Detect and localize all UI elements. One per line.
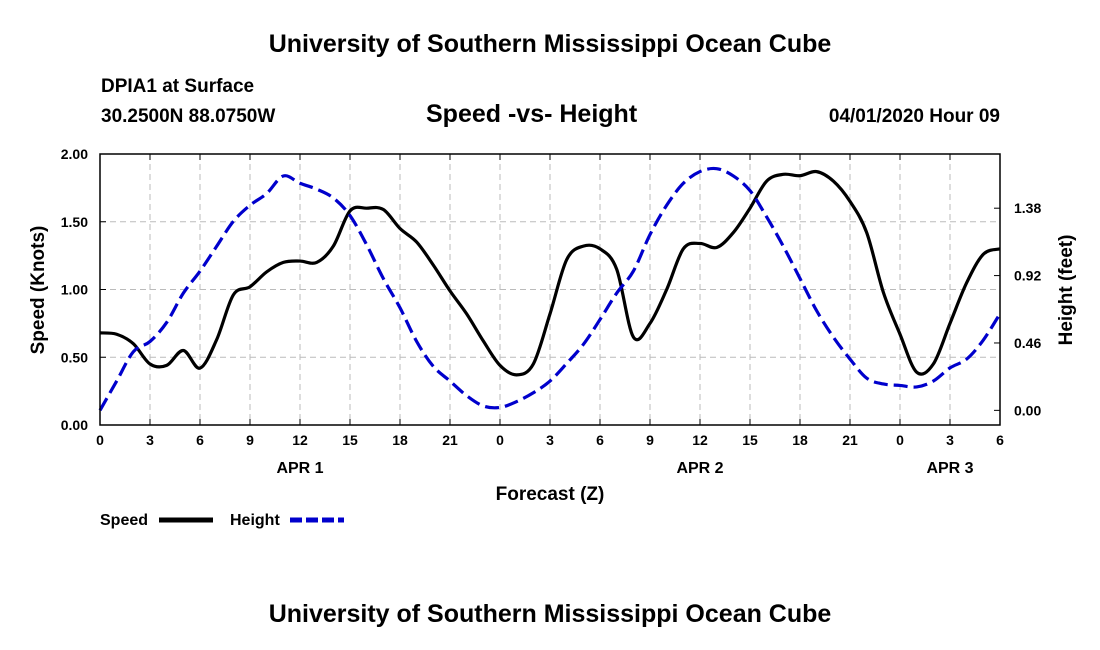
y-tick-label: 0.00	[61, 417, 88, 433]
x-tick-label: 0	[896, 432, 904, 448]
legend: Speed Height	[100, 512, 344, 529]
x-tick-label: 9	[246, 432, 254, 448]
x-tick-label: 0	[96, 432, 104, 448]
speed-series-line	[99, 169, 1001, 377]
y2-tick-label: 0.46	[1014, 335, 1041, 351]
x-tick-label: 21	[842, 432, 858, 448]
y-tick-label: 1.00	[61, 282, 88, 298]
y2-tick-label: 0.00	[1014, 402, 1041, 418]
day-label: APR 3	[926, 460, 973, 477]
coordinates-label: 30.2500N 88.0750W	[101, 106, 276, 127]
x-tick-label: 3	[546, 432, 554, 448]
x-tick-label: 12	[692, 432, 708, 448]
top-title: University of Southern Mississippi Ocean…	[268, 30, 832, 58]
x-tick-label: 18	[792, 432, 808, 448]
axes: 0 3 6 9 12 15 18 21 0 3 6 9 12 15 18 21 0 3 6 0.00 0.50 1.00 1…	[61, 146, 1042, 477]
series-lines	[98, 166, 1002, 412]
legend-height-label: Height	[230, 512, 280, 529]
height-series-line	[98, 166, 1002, 412]
legend-speed-label: Speed	[100, 512, 148, 529]
y-tick-label: 2.00	[61, 146, 88, 162]
y-tick-label: 0.50	[61, 349, 88, 365]
x-tick-label: 6	[596, 432, 604, 448]
x-tick-label: 15	[742, 432, 758, 448]
x-tick-label: 3	[146, 432, 154, 448]
x-tick-label: 15	[342, 432, 358, 448]
day-label: APR 2	[676, 460, 723, 477]
bottom-title: University of Southern Mississippi Ocean…	[268, 600, 832, 628]
y2-tick-label: 0.92	[1014, 268, 1041, 284]
y2-axis-label: Height (feet)	[1056, 235, 1077, 346]
date-label: 04/01/2020 Hour 09	[828, 106, 1000, 127]
station-label: DPIA1 at Surface	[101, 76, 255, 97]
chart-title: Speed -vs- Height	[426, 100, 638, 128]
x-tick-label: 21	[442, 432, 458, 448]
x-tick-label: 18	[392, 432, 408, 448]
x-tick-label: 12	[292, 432, 308, 448]
x-tick-label: 0	[496, 432, 504, 448]
x-tick-label: 9	[646, 432, 654, 448]
y-tick-label: 1.50	[61, 214, 88, 230]
x-axis-label: Forecast (Z)	[496, 484, 605, 505]
y2-tick-label: 1.38	[1014, 200, 1041, 216]
day-label: APR 1	[276, 460, 323, 477]
x-tick-label: 3	[946, 432, 954, 448]
x-tick-label: 6	[196, 432, 204, 448]
x-tick-label: 6	[996, 432, 1004, 448]
grid-lines	[100, 154, 1000, 425]
y-axis-label: Speed (Knots)	[28, 226, 49, 355]
